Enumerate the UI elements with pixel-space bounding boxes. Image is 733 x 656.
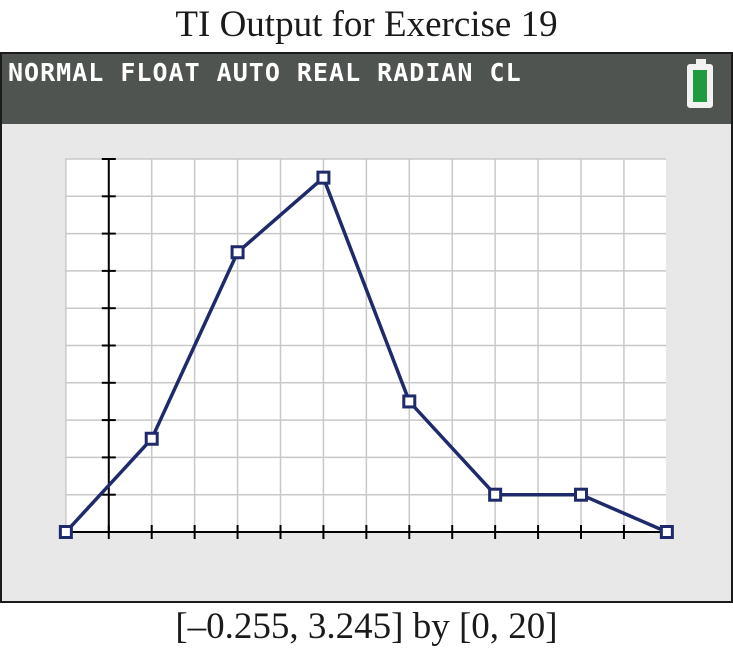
chart-title: TI Output for Exercise 19: [175, 4, 558, 45]
data-point-marker: [659, 525, 674, 539]
data-point-marker: [58, 525, 73, 539]
window-settings-caption: [–0.255, 3.245] by [0, 20]: [175, 606, 558, 647]
data-point-marker: [144, 431, 159, 446]
battery-full-icon: [687, 59, 713, 108]
series-line: [64, 175, 668, 534]
data-point-marker: [230, 245, 245, 260]
data-point-marker: [574, 487, 589, 502]
data-point-marker: [402, 394, 417, 409]
battery-level-fill: [693, 70, 707, 102]
data-point-marker: [316, 170, 331, 185]
status-bar: NORMAL FLOAT AUTO REAL RADIAN CL: [2, 54, 731, 124]
data-point-marker: [488, 487, 503, 502]
mode-status-text: NORMAL FLOAT AUTO REAL RADIAN CL: [8, 58, 522, 87]
